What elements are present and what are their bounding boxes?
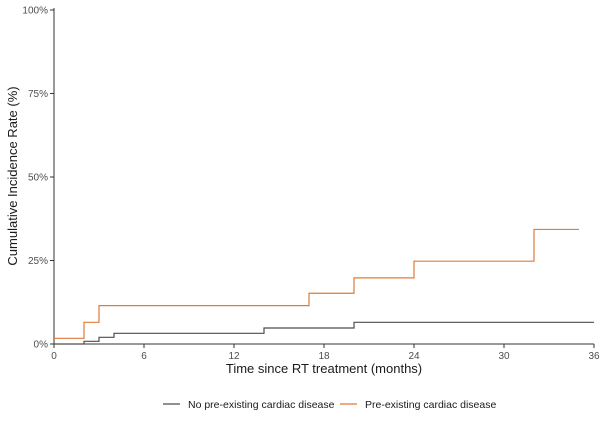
x-tick-label: 12 (228, 351, 240, 362)
x-axis-ticks: 0 6 12 18 24 30 36 (51, 344, 600, 362)
legend-label-1: No pre-existing cardiac disease (188, 399, 335, 411)
plot-area: 0 6 12 18 24 30 36 0% 25% 50% 75% 100% (22, 6, 600, 363)
x-tick-label: 6 (141, 351, 147, 362)
x-tick-label: 36 (588, 351, 600, 362)
x-tick-label: 0 (51, 351, 57, 362)
legend: No pre-existing cardiac disease Pre-exist… (163, 399, 496, 411)
y-tick-label: 100% (22, 6, 48, 17)
x-tick-label: 18 (318, 351, 330, 362)
y-tick-label: 25% (28, 256, 48, 267)
series-line-2 (54, 228, 579, 339)
y-tick-label: 50% (28, 173, 48, 184)
legend-label-2: Pre-existing cardiac disease (365, 399, 496, 411)
x-tick-label: 30 (498, 351, 510, 362)
y-tick-label: 0% (34, 340, 49, 351)
x-axis-title: Time since RT treatment (months) (226, 361, 422, 376)
series-layer (54, 228, 594, 345)
x-tick-label: 24 (408, 351, 420, 362)
series-line-1 (54, 321, 594, 345)
y-axis-title: Cumulative Incidence Rate (%) (5, 86, 20, 265)
y-axis-ticks: 0% 25% 50% 75% 100% (22, 6, 54, 351)
y-tick-label: 75% (28, 89, 48, 100)
